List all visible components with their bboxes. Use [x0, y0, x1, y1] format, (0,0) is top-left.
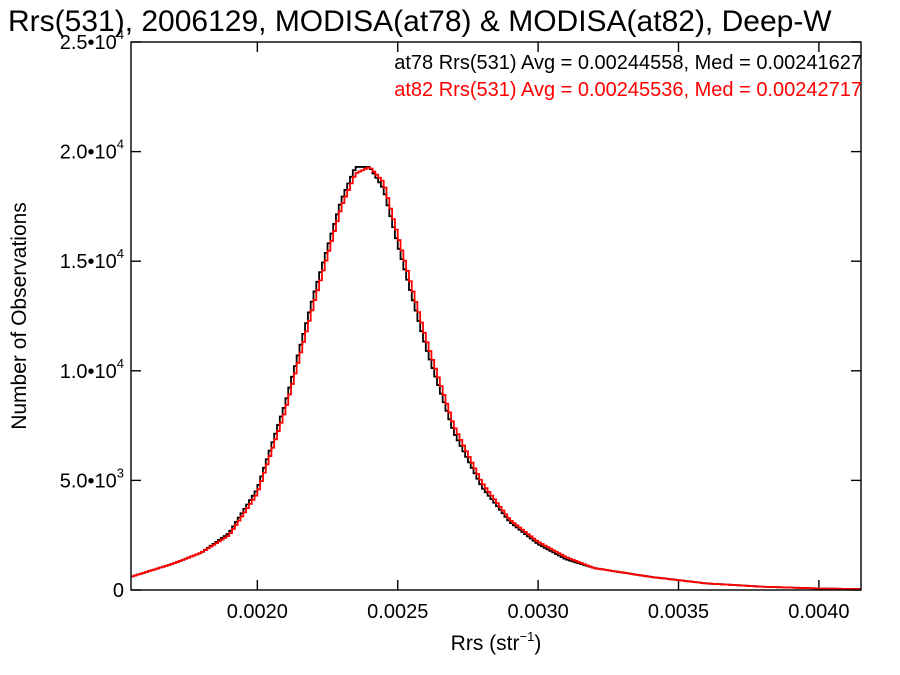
- x-tick-label: 0.0035: [648, 601, 709, 623]
- plot-area: [131, 166, 861, 590]
- y-tick-mantissa: 5.0•10: [60, 470, 117, 492]
- x-tick-label: 0.0030: [508, 601, 569, 623]
- x-axis-label: Rrs (str−1): [451, 629, 542, 655]
- chart-title: Rrs(531), 2006129, MODISA(at78) & MODISA…: [8, 5, 832, 38]
- y-tick-exponent: 4: [117, 246, 124, 261]
- x-tick-label: 0.0040: [788, 601, 849, 623]
- y-tick-label: 2.5•104: [60, 27, 124, 54]
- y-tick-mantissa: 1.5•10: [60, 251, 117, 273]
- y-tick-label: 1.5•104: [60, 246, 124, 273]
- y-tick-mantissa: 1.0•10: [60, 361, 117, 383]
- y-tick-exponent: 4: [117, 27, 124, 42]
- y-tick-mantissa: 2.0•10: [60, 142, 117, 164]
- y-axis-label: Number of Observations: [8, 202, 31, 430]
- y-tick-mantissa: 2.5•10: [60, 32, 117, 54]
- legend-entry-at82: at82 Rrs(531) Avg = 0.00245536, Med = 0.…: [394, 79, 862, 101]
- y-tick-label: 1.0•104: [60, 356, 124, 383]
- series-line-at78: [131, 166, 861, 590]
- x-tick-label: 0.0025: [367, 601, 428, 623]
- plot-frame: [130, 41, 862, 591]
- x-tick-label: 0.0020: [227, 601, 288, 623]
- y-tick-label: 5.0•103: [60, 465, 124, 492]
- y-tick-exponent: 3: [117, 465, 124, 480]
- y-tick-mantissa: 0: [113, 580, 124, 602]
- series-line-at82: [131, 166, 861, 590]
- x-axis: 0.0020 0.0025 0.0030 0.0035 0.0040: [227, 42, 849, 623]
- y-tick-exponent: 4: [117, 356, 124, 371]
- y-tick-label: 0: [113, 580, 124, 602]
- y-tick-label: 2.0•104: [60, 137, 124, 164]
- legend-entry-at78: at78 Rrs(531) Avg = 0.00244558, Med = 0.…: [394, 52, 862, 74]
- y-tick-exponent: 4: [117, 137, 124, 152]
